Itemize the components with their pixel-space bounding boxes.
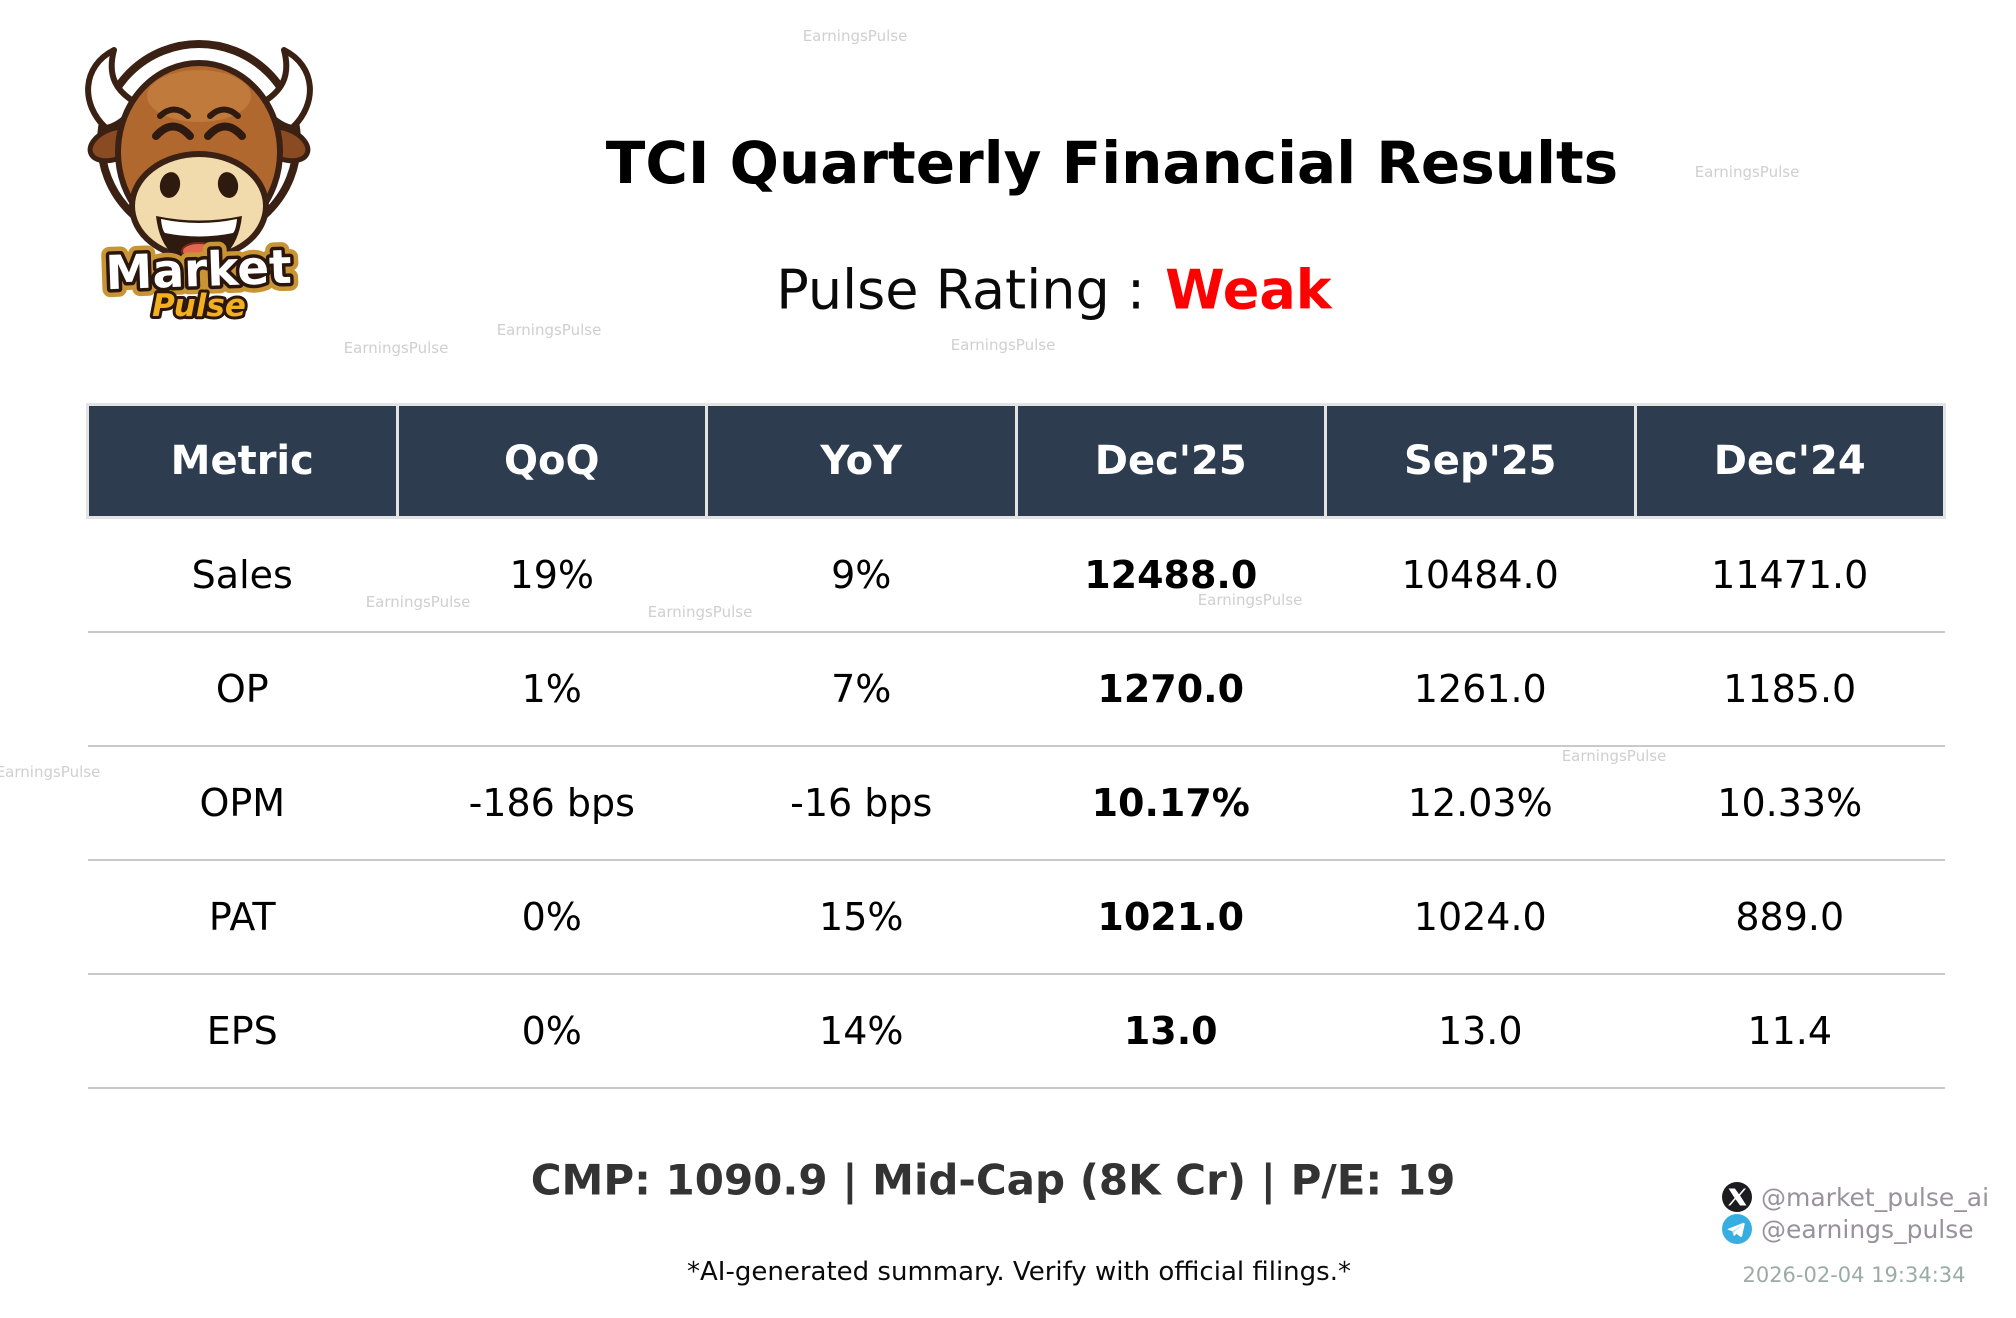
table-cell: 12.03%: [1325, 746, 1635, 861]
table-cell: PAT: [87, 860, 397, 975]
table-cell: 7%: [706, 632, 1016, 747]
table-cell: -16 bps: [706, 746, 1016, 861]
table-cell: 15%: [706, 860, 1016, 975]
table-cell: 0%: [397, 860, 707, 975]
results-table: Metric QoQ YoY Dec'25 Sep'25 Dec'24 Sale…: [86, 403, 1946, 1089]
x-icon: [1722, 1182, 1752, 1212]
table-cell: 0%: [397, 974, 707, 1089]
telegram-handle: @earnings_pulse: [1761, 1214, 1974, 1244]
table-cell: 11471.0: [1635, 517, 1945, 633]
table-cell: 1021.0: [1016, 860, 1326, 975]
watermark-text: EarningsPulse: [802, 27, 908, 45]
watermark-text: EarningsPulse: [950, 336, 1056, 354]
column-header-dec25: Dec'25: [1014, 403, 1327, 519]
table-row-eps: EPS 0% 14% 13.0 13.0 11.4: [87, 974, 1945, 1089]
table-cell: 10.17%: [1016, 746, 1326, 861]
table-cell: 12488.0: [1016, 517, 1326, 633]
pulse-rating-value: Weak: [1165, 258, 1332, 322]
column-header-sep25: Sep'25: [1324, 403, 1637, 519]
table-cell: 1261.0: [1325, 632, 1635, 747]
watermark-text: EarningsPulse: [1694, 163, 1800, 181]
column-header-metric: Metric: [86, 403, 399, 519]
column-header-yoy: YoY: [705, 403, 1018, 519]
table-cell: 10484.0: [1325, 517, 1635, 633]
column-header-qoq: QoQ: [395, 403, 708, 519]
table-cell: EPS: [87, 974, 397, 1089]
table-row-op: OP 1% 7% 1270.0 1261.0 1185.0: [87, 632, 1945, 747]
table-cell: OP: [87, 632, 397, 747]
table-row-sales: Sales 19% 9% 12488.0 10484.0 11471.0: [87, 517, 1945, 633]
cmp-summary: CMP: 1090.9 | Mid-Cap (8K Cr) | P/E: 19: [530, 1155, 1456, 1205]
table-cell: OPM: [87, 746, 397, 861]
x-handle-row: @market_pulse_ai: [1722, 1181, 1989, 1213]
table-cell: 11.4: [1635, 974, 1945, 1089]
watermark-text: EarningsPulse: [343, 339, 449, 357]
table-cell: 13.0: [1325, 974, 1635, 1089]
table-cell: 14%: [706, 974, 1016, 1089]
table-cell: 1024.0: [1325, 860, 1635, 975]
logo-market-text: Market: [105, 240, 293, 301]
table-cell: 9%: [706, 517, 1016, 633]
pulse-rating-line: Pulse Rating : Weak: [776, 259, 1331, 322]
disclaimer: *AI-generated summary. Verify with offic…: [687, 1257, 1351, 1287]
table-cell: 1270.0: [1016, 632, 1326, 747]
telegram-icon: [1722, 1214, 1752, 1244]
telegram-handle-row: @earnings_pulse: [1722, 1213, 1974, 1245]
timestamp: 2026-02-04 19:34:34: [1742, 1263, 1966, 1287]
table-row-pat: PAT 0% 15% 1021.0 1024.0 889.0: [87, 860, 1945, 975]
table-cell: 13.0: [1016, 974, 1326, 1089]
table-header-row: Metric QoQ YoY Dec'25 Sep'25 Dec'24: [86, 403, 1946, 519]
page-title: TCI Quarterly Financial Results: [605, 129, 1619, 197]
table-cell: -186 bps: [397, 746, 707, 861]
table-cell: Sales: [87, 517, 397, 633]
bull-mascot-icon: Market Market Pulse: [85, 40, 313, 327]
logo-pulse-text: Pulse: [152, 288, 246, 320]
pulse-rating-label: Pulse Rating :: [776, 258, 1146, 322]
table-cell: 889.0: [1635, 860, 1945, 975]
table-cell: 1%: [397, 632, 707, 747]
table-row-opm: OPM -186 bps -16 bps 10.17% 12.03% 10.33…: [87, 746, 1945, 861]
market-pulse-logo: Market Market Pulse: [70, 24, 328, 327]
table-cell: 10.33%: [1635, 746, 1945, 861]
table-cell: 1185.0: [1635, 632, 1945, 747]
column-header-dec24: Dec'24: [1633, 403, 1946, 519]
x-handle: @market_pulse_ai: [1761, 1182, 1990, 1212]
watermark-text: EarningsPulse: [496, 321, 602, 339]
table-cell: 19%: [397, 517, 707, 633]
